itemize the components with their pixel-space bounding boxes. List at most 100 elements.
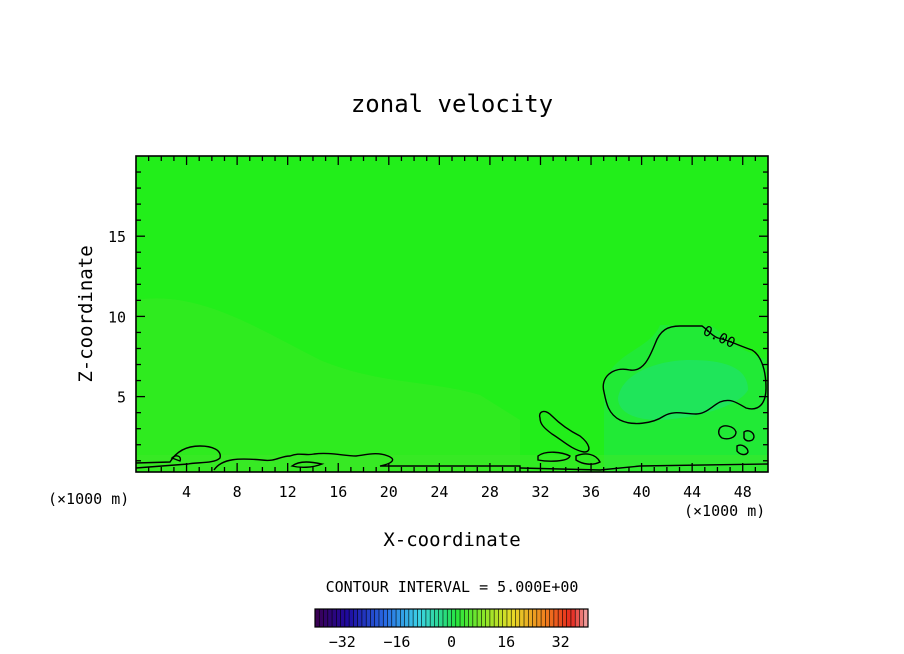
colorbar-bin xyxy=(400,609,405,627)
colorbar-bin xyxy=(378,609,384,627)
colorbar-bin xyxy=(425,609,431,627)
x-tick-label: 4 xyxy=(182,483,191,501)
colorbar-bin xyxy=(438,609,444,627)
x-tick-label: 8 xyxy=(233,483,242,501)
colorbar-bin xyxy=(494,609,499,627)
colorbar-bin xyxy=(562,609,568,627)
contour-low-west xyxy=(213,452,521,472)
colorbar-bin xyxy=(370,609,376,627)
colorbar-bin xyxy=(511,609,516,627)
colorbar-tick-labels: −32 −16 0 16 32 xyxy=(329,633,570,651)
contour-mid-small xyxy=(537,451,571,462)
colorbar-bin xyxy=(498,609,504,627)
contour-small-loop-2 xyxy=(743,430,755,442)
colorbar-bin xyxy=(570,609,576,627)
contour-surface-line xyxy=(519,463,769,471)
colorbar-bin xyxy=(421,609,427,627)
colorbar-bin xyxy=(349,609,354,627)
chart-title: zonal velocity xyxy=(351,90,553,118)
x-tick-label: 48 xyxy=(734,483,752,501)
colorbar-bin xyxy=(455,609,461,627)
y-tick-label: 10 xyxy=(108,308,126,326)
colorbar-bin xyxy=(464,609,469,627)
x-tick-label: 16 xyxy=(329,483,347,501)
contour-near-surface xyxy=(135,445,221,469)
colorbar-bin xyxy=(417,609,423,627)
colorbar-bin xyxy=(447,609,452,627)
colorbar-bin xyxy=(553,609,559,627)
colorbar-bin xyxy=(541,609,546,627)
colorbar-bin xyxy=(575,609,580,627)
colorbar-bin xyxy=(502,609,508,627)
colorbar-bin xyxy=(558,609,563,627)
colorbar-bin xyxy=(566,609,572,627)
colorbar-bin xyxy=(430,609,435,627)
contour-small-west xyxy=(170,455,182,462)
colorbar-bin xyxy=(353,609,359,627)
colorbar-bin xyxy=(408,609,414,627)
colorbar-frame xyxy=(314,608,589,628)
x-tick-label: 32 xyxy=(531,483,549,501)
colorbar-bin xyxy=(583,609,589,627)
x-axis-label: X-coordinate xyxy=(383,529,520,551)
colorbar-bin xyxy=(319,609,324,627)
colorbar-bin xyxy=(340,609,346,627)
colorbar-bin xyxy=(460,609,465,627)
x-unit-label-left: (×1000 m) xyxy=(48,490,129,508)
colorbar-bin xyxy=(485,609,491,627)
x-tick-label: 40 xyxy=(633,483,651,501)
contour-small-loop-3 xyxy=(736,444,749,456)
colorbar-bin xyxy=(451,609,457,627)
colorbar-bin xyxy=(413,609,418,627)
colorbar-bin xyxy=(323,609,329,627)
colorbar-bin xyxy=(528,609,533,627)
colorbar-bin xyxy=(536,609,542,627)
colorbar-bin xyxy=(391,609,397,627)
colorbar-bin xyxy=(383,609,388,627)
colorbar-bin xyxy=(524,609,529,627)
colorbar-bin xyxy=(519,609,525,627)
colorbar-bin xyxy=(532,609,538,627)
colorbar-tick-label: −32 xyxy=(329,633,356,651)
colorbar-bin xyxy=(396,609,401,627)
colorbar-bin xyxy=(327,609,333,627)
colorbar-bin xyxy=(481,609,487,627)
y-axis-ticks: 5 10 15 xyxy=(108,171,768,462)
colorbar-bin xyxy=(489,609,495,627)
colorbar-bin xyxy=(477,609,482,627)
colorbar-tick-label: 16 xyxy=(497,633,515,651)
colorbar-bin xyxy=(434,609,440,627)
contour-small-loop-1 xyxy=(717,425,737,440)
x-tick-label: 44 xyxy=(683,483,701,501)
colorbar-bin xyxy=(336,609,341,627)
contour-lines xyxy=(135,325,769,472)
x-unit-label-right: (×1000 m) xyxy=(684,502,765,520)
contour-mid-small-2 xyxy=(575,453,601,465)
contour-mid-arm xyxy=(538,410,590,453)
y-tick-label: 5 xyxy=(117,389,126,407)
y-axis-label: Z-coordinate xyxy=(75,245,97,382)
colorbar-bin xyxy=(361,609,367,627)
field-shade-bottom xyxy=(136,455,768,472)
colorbar-tick-label: 32 xyxy=(552,633,570,651)
colorbar-bin xyxy=(545,609,551,627)
colorbar-bin xyxy=(344,609,350,627)
colorbar-bin xyxy=(332,609,337,627)
field-shade-upper xyxy=(136,298,520,472)
colorbar-bin xyxy=(357,609,363,627)
colorbar-tick-label: −16 xyxy=(383,633,410,651)
colorbar-bin xyxy=(579,609,585,627)
colorbar-tick-label: 0 xyxy=(447,633,456,651)
x-tick-label: 28 xyxy=(481,483,499,501)
x-tick-label: 24 xyxy=(430,483,448,501)
colorbar-bin xyxy=(315,609,320,627)
colorbar-bin xyxy=(442,609,448,627)
x-axis-ticks: 4 8 12 16 20 24 28 32 36 40 44 48 xyxy=(147,156,757,501)
contour-east-blob xyxy=(602,325,767,425)
colorbar-bin xyxy=(472,609,478,627)
colorbar-bin xyxy=(506,609,512,627)
x-tick-label: 12 xyxy=(279,483,297,501)
colorbar-bin xyxy=(515,609,521,627)
x-tick-label: 20 xyxy=(380,483,398,501)
